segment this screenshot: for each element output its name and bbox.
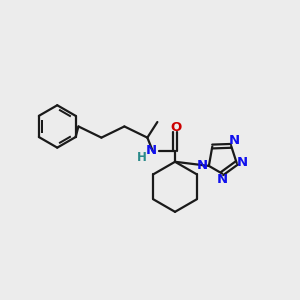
Text: N: N (217, 173, 228, 186)
Text: N: N (197, 159, 208, 172)
Text: N: N (229, 134, 240, 147)
Text: H: H (137, 151, 147, 164)
Text: N: N (145, 144, 156, 157)
Text: N: N (237, 157, 248, 169)
Text: O: O (170, 121, 182, 134)
